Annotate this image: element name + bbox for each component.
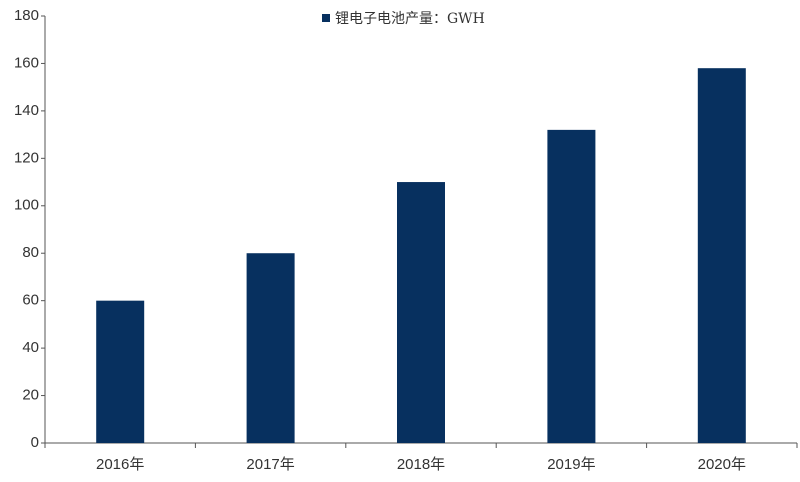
y-tick-label: 60 <box>22 292 39 309</box>
x-tick-label: 2020年 <box>698 456 746 473</box>
legend-swatch <box>322 14 330 22</box>
y-tick-label: 160 <box>14 54 39 71</box>
y-tick-label: 0 <box>31 434 39 451</box>
y-tick-label: 140 <box>14 102 39 119</box>
bar <box>96 300 145 443</box>
x-tick-label: 2016年 <box>96 456 144 473</box>
y-tick-label: 40 <box>22 339 39 356</box>
x-tick-label: 2017年 <box>246 456 294 473</box>
legend-text: 锂电子电池产量：GWH <box>335 11 485 27</box>
bar <box>547 129 596 443</box>
y-tick-label: 20 <box>22 387 39 404</box>
y-tick-label: 120 <box>14 149 39 166</box>
bar <box>697 68 746 443</box>
y-tick-label: 80 <box>22 244 39 261</box>
x-tick-label: 2019年 <box>547 456 595 473</box>
bar <box>246 253 295 443</box>
y-tick-label: 180 <box>14 7 39 24</box>
x-tick-label: 2018年 <box>397 456 445 473</box>
y-tick-label: 100 <box>14 197 39 214</box>
bar <box>397 182 445 444</box>
